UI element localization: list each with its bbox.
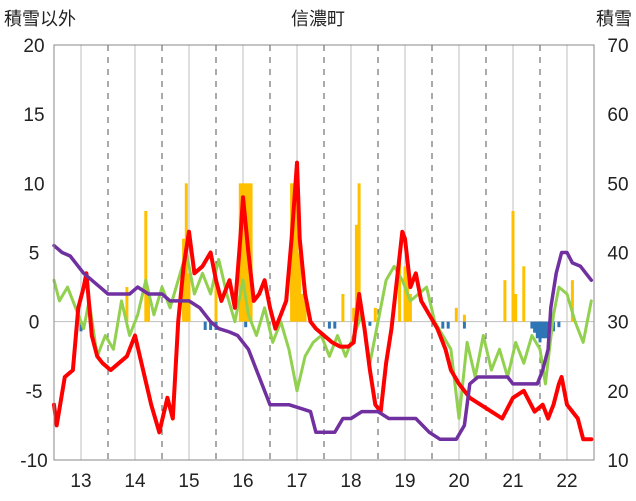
left-y-tick-label: 5 (29, 244, 40, 265)
blue-bar (533, 321, 537, 333)
blue-bar (327, 321, 331, 329)
blue-bar (462, 321, 466, 329)
blue-bar (538, 321, 542, 343)
orange-bar (357, 183, 361, 322)
orange-bar (341, 294, 345, 322)
x-tick-label: 18 (340, 471, 361, 492)
plot-frame (53, 44, 595, 461)
blue-bar (209, 321, 213, 330)
orange-bar (398, 252, 402, 322)
orange-bar (408, 294, 412, 322)
orange-bar (298, 252, 302, 322)
blue-bar (530, 321, 534, 329)
x-tick-label: 19 (394, 471, 415, 492)
red-line (52, 160, 594, 442)
orange-bar (511, 211, 515, 322)
orange-bar (244, 183, 248, 322)
orange-bar (249, 183, 253, 322)
orange-bar (144, 211, 148, 322)
purple-line (52, 243, 594, 442)
blue-bar (244, 321, 248, 328)
orange-bar (514, 294, 518, 322)
x-tick-label: 15 (178, 471, 199, 492)
orange-bar (403, 266, 407, 322)
chart-title: 信濃町 (291, 9, 345, 30)
blue-bar (535, 321, 539, 339)
blue-bar (541, 321, 545, 339)
orange-bar (292, 183, 296, 322)
right-axis-ticks: 70 60 50 40 30 20 10 (607, 36, 628, 472)
right-y-tick-label: 20 (607, 382, 628, 403)
orange-bar (241, 183, 245, 322)
right-y-tick-label: 30 (607, 313, 628, 334)
right-y-tick-label: 60 (607, 105, 628, 126)
orange-bar (373, 307, 377, 322)
orange-bar (352, 307, 356, 322)
orange-bar (454, 307, 458, 322)
x-tick-label: 21 (502, 471, 523, 492)
left-y-tick-label: 10 (23, 174, 44, 195)
x-tick-label: 14 (124, 471, 146, 492)
orange-bar (147, 294, 150, 322)
left-y-tick-label: 15 (23, 105, 44, 126)
left-y-tick-label: -5 (26, 382, 43, 403)
line-series (52, 160, 594, 442)
right-y-tick-label: 40 (607, 244, 628, 265)
blue-bar (441, 321, 445, 329)
x-tick-label: 20 (448, 471, 469, 492)
blue-bar (203, 321, 207, 330)
orange-bar (570, 280, 574, 322)
orange-bar (354, 224, 358, 322)
orange-bar (214, 280, 218, 322)
orange-bar (303, 300, 307, 322)
x-tick-label: 22 (556, 471, 577, 492)
left-axis-ticks: 20 15 10 5 0 -5 -10 (20, 36, 47, 472)
x-tick-label: 17 (286, 471, 307, 492)
left-axis-title: 積雪以外 (4, 9, 76, 30)
blue-bar (333, 321, 337, 329)
orange-bar (295, 176, 299, 322)
right-y-tick-label: 50 (607, 174, 628, 195)
blue-bar (557, 321, 561, 328)
right-y-tick-label: 70 (607, 36, 628, 57)
blue-bar (368, 321, 372, 326)
right-axis-title: 積雪 (596, 9, 632, 30)
left-y-tick-label: 0 (29, 313, 40, 334)
orange-bar (462, 314, 466, 322)
x-axis-ticks: 13 14 15 16 17 18 19 20 21 22 (70, 471, 577, 492)
orange-bar (522, 266, 526, 322)
blue-bar (79, 321, 83, 332)
left-y-tick-label: -10 (20, 451, 47, 472)
orange-bar (187, 273, 191, 322)
blue-bar (543, 321, 547, 339)
x-tick-label: 13 (70, 471, 91, 492)
left-y-tick-label: 20 (23, 36, 44, 57)
orange-bar (125, 287, 129, 322)
orange-bar (503, 280, 507, 322)
orange-bar (300, 294, 304, 322)
x-tick-label: 16 (232, 471, 253, 492)
blue-bar (446, 321, 450, 329)
right-y-tick-label: 10 (607, 451, 628, 472)
